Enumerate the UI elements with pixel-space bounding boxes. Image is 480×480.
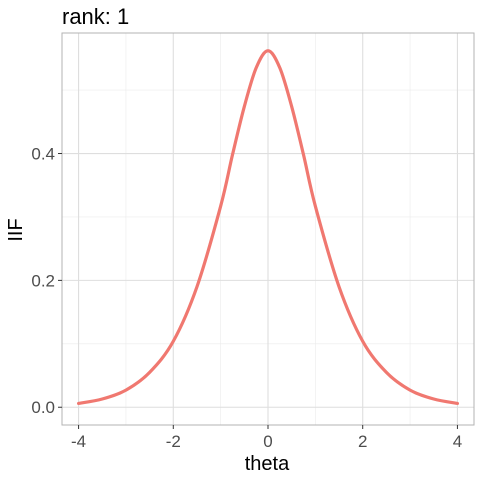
x-axis-label: theta xyxy=(245,453,290,475)
x-tick-label: -2 xyxy=(166,432,181,451)
iif-curve-line xyxy=(76,49,460,406)
plot-panel: -4 -2 0 2 4 0.0 0.2 0.4 xyxy=(31,32,475,451)
y-axis-label: IIF xyxy=(5,218,27,241)
chart-title: rank: 1 xyxy=(62,4,129,29)
x-tick-label: -4 xyxy=(71,432,86,451)
x-tick-label: 0 xyxy=(263,432,272,451)
x-tick-label: 2 xyxy=(358,432,367,451)
y-tick-label: 0.0 xyxy=(31,398,55,417)
y-tick-label: 0.4 xyxy=(31,145,55,164)
y-tick-label: 0.2 xyxy=(31,271,55,290)
x-tick-label: 4 xyxy=(453,432,462,451)
